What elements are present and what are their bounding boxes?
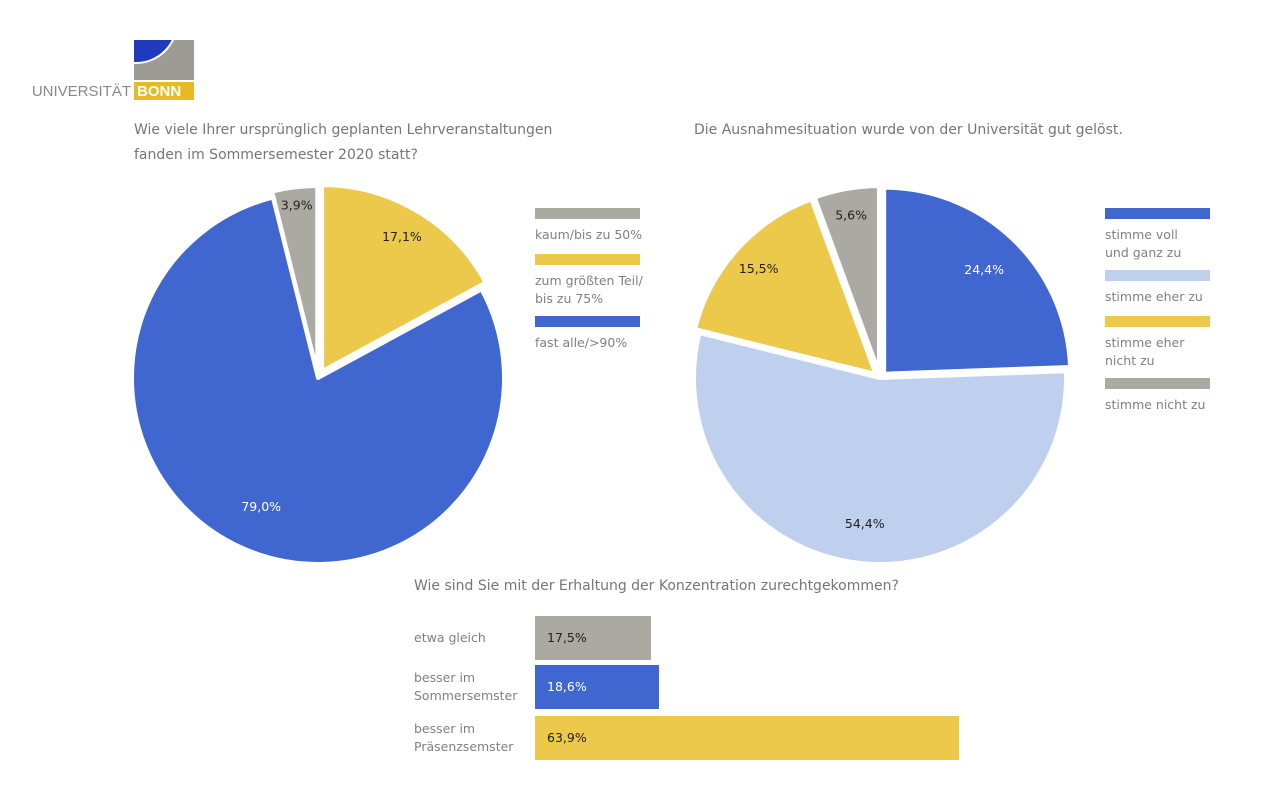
bar-category-label: etwa gleich bbox=[414, 630, 486, 645]
pie2-data-label: 5,6% bbox=[835, 208, 867, 223]
bar-title: Wie sind Sie mit der Erhaltung der Konze… bbox=[414, 578, 899, 594]
legend-label: stimme eher nicht zu bbox=[1105, 335, 1185, 368]
legend-label: zum größten Teil/bis zu 75% bbox=[535, 273, 643, 306]
pie2-slice bbox=[882, 185, 1073, 376]
pie1-slice bbox=[130, 195, 506, 566]
logo-text-right: BONN bbox=[134, 82, 194, 100]
legend-swatch bbox=[1105, 316, 1210, 327]
pie2-data-label: 24,4% bbox=[964, 262, 1004, 277]
pie1-data-label: 3,9% bbox=[281, 197, 313, 212]
pie2-slice bbox=[812, 184, 881, 375]
pie1-title: Wie viele Ihrer ursprünglich geplanten L… bbox=[134, 118, 552, 168]
logo-mark bbox=[134, 40, 194, 80]
bar: 18,6% bbox=[535, 665, 659, 709]
legend-swatch bbox=[535, 208, 640, 219]
pie1-title-line: fanden im Sommersemester 2020 statt? bbox=[134, 147, 418, 163]
pie2-data-label: 54,4% bbox=[845, 516, 885, 531]
legend-label: stimme eher zu bbox=[1105, 289, 1203, 304]
pie2-slice bbox=[693, 197, 878, 376]
legend-swatch bbox=[1105, 208, 1210, 219]
bar-value-label: 17,5% bbox=[547, 630, 587, 645]
bar-value-label: 63,9% bbox=[547, 730, 587, 745]
pie1-slice bbox=[320, 183, 488, 374]
legend-label: kaum/bis zu 50% bbox=[535, 227, 643, 242]
bar-category-label: besser im Präsenzsemster bbox=[414, 721, 514, 754]
legend-swatch bbox=[1105, 270, 1210, 281]
pie1-data-label: 17,1% bbox=[382, 229, 422, 244]
pie2-data-label: 15,5% bbox=[739, 261, 779, 276]
bar: 17,5% bbox=[535, 616, 652, 660]
legend-swatch bbox=[1105, 378, 1210, 389]
pie1-data-label: 79,0% bbox=[241, 499, 281, 514]
bar-value-label: 18,6% bbox=[547, 679, 587, 694]
legend-label: stimme nicht zu bbox=[1105, 397, 1206, 412]
bar: 63,9% bbox=[535, 716, 960, 760]
pie2-slice bbox=[692, 331, 1068, 566]
pie2-title: Die Ausnahmesituation wurde von der Univ… bbox=[694, 122, 1123, 138]
legend-swatch bbox=[535, 316, 640, 327]
bar-category-label: besser im Sommersemster bbox=[414, 670, 518, 703]
logo-text-left: UNIVERSITÄT bbox=[31, 83, 131, 100]
legend-label: stimme voll und ganz zu bbox=[1105, 227, 1182, 260]
legend-label: fast alle/>90% bbox=[535, 335, 628, 350]
pie1-slice bbox=[270, 184, 320, 375]
legend-swatch bbox=[535, 254, 640, 265]
pie1-title-line: Wie viele Ihrer ursprünglich geplanten L… bbox=[134, 122, 553, 138]
